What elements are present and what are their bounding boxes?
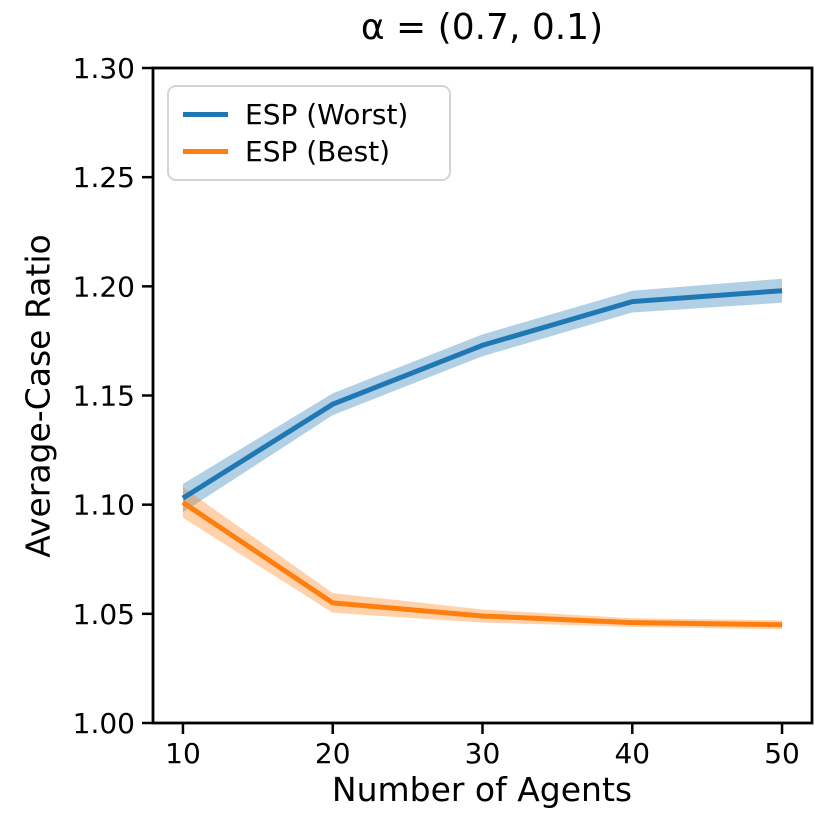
y-tick-label: 1.20 — [73, 270, 135, 303]
y-tick-label: 1.05 — [73, 598, 135, 631]
legend-item-esp-best: ESP (Best) — [183, 135, 435, 168]
series-line-1 — [181, 500, 783, 628]
series-band-1 — [182, 487, 783, 630]
x-tick-label: 30 — [465, 737, 501, 770]
x-tick-label: 20 — [315, 737, 351, 770]
chart-title: α = (0.7, 0.1) — [360, 7, 604, 48]
legend-line-swatch-best — [183, 149, 228, 155]
y-tick-label: 1.25 — [73, 161, 135, 194]
y-tick-label: 1.10 — [73, 489, 135, 522]
y-tick-label: 1.30 — [73, 52, 135, 85]
y-axis-label: Average-Case Ratio — [18, 234, 58, 558]
y-tick-label: 1.15 — [73, 380, 135, 413]
series-band-0 — [182, 278, 783, 513]
legend-label-esp-worst: ESP (Worst) — [245, 97, 409, 131]
legend-label-esp-best: ESP (Best) — [245, 135, 391, 169]
legend-item-esp-worst: ESP (Worst) — [183, 98, 435, 131]
x-tick-label: 40 — [614, 737, 650, 770]
y-tick-label: 1.00 — [73, 707, 135, 740]
x-tick-label: 50 — [764, 737, 800, 770]
x-axis-label: Number of Agents — [331, 770, 633, 809]
legend-line-swatch-worst — [183, 111, 228, 117]
legend: ESP (Worst) ESP (Best) — [167, 85, 451, 181]
x-tick-label: 10 — [165, 737, 201, 770]
series-line-0 — [181, 288, 783, 501]
